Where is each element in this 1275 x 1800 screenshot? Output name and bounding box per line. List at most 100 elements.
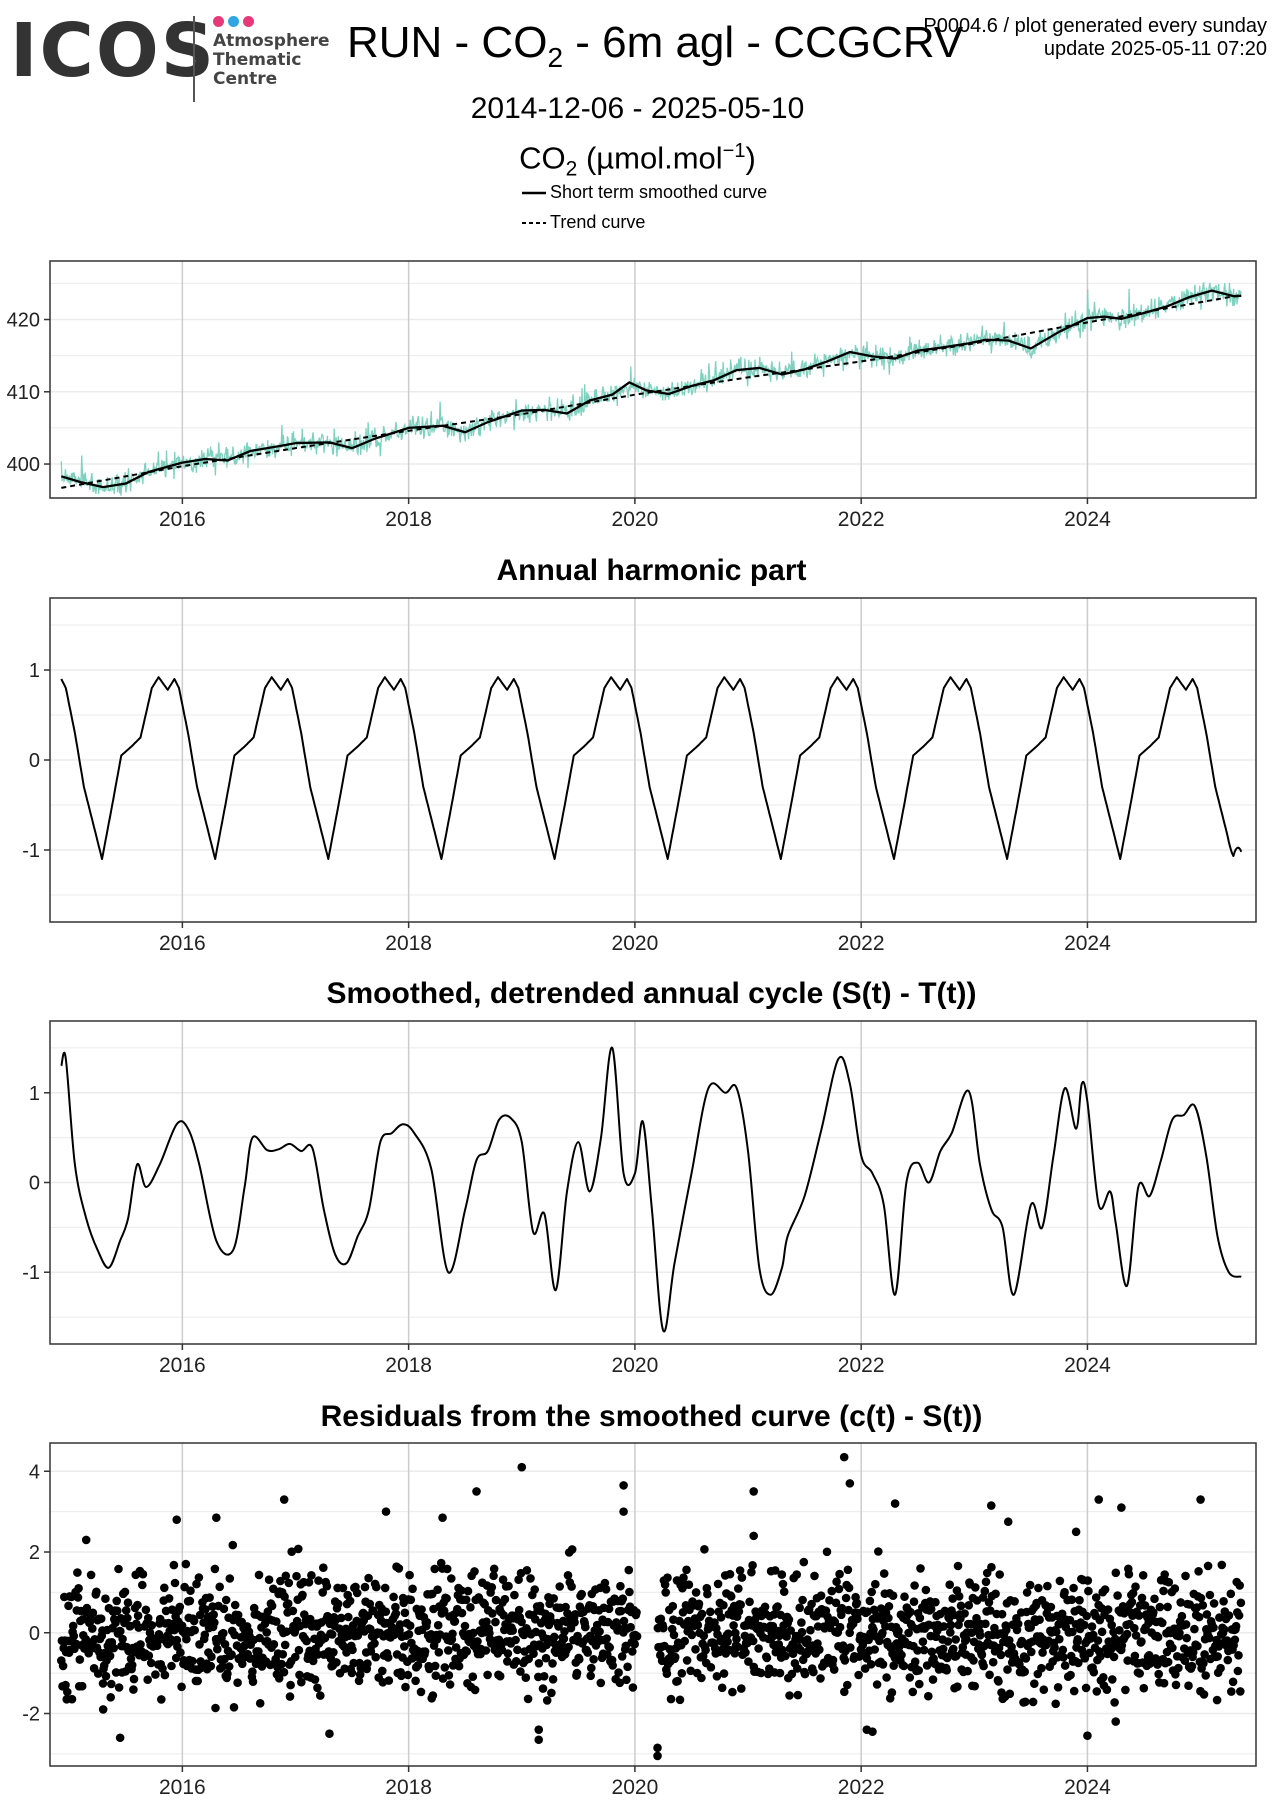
residual-point — [206, 1661, 216, 1671]
residual-point — [1219, 1597, 1228, 1606]
residual-point — [1089, 1667, 1099, 1677]
residual-point — [403, 1670, 413, 1680]
residual-point — [123, 1598, 133, 1607]
residual-point — [581, 1622, 590, 1632]
residual-point — [840, 1687, 849, 1697]
residual-point — [616, 1581, 625, 1591]
residual-point — [1108, 1675, 1117, 1684]
residual-point — [548, 1659, 557, 1668]
residual-point — [1231, 1621, 1241, 1631]
residual-point — [200, 1630, 210, 1640]
residual-point — [800, 1669, 810, 1679]
residual-point-outlier — [619, 1481, 628, 1490]
residual-point — [679, 1573, 688, 1582]
y-tick-label: -2 — [22, 1704, 40, 1726]
residual-point — [170, 1625, 179, 1635]
residual-point — [863, 1607, 872, 1616]
residual-point — [1234, 1611, 1244, 1620]
residual-point — [942, 1666, 951, 1675]
residual-point — [928, 1675, 938, 1684]
residual-point — [101, 1671, 111, 1681]
residual-point — [962, 1635, 971, 1644]
residual-point — [248, 1677, 258, 1686]
residual-point — [1080, 1620, 1089, 1630]
residual-point — [378, 1666, 387, 1676]
residual-point — [784, 1615, 794, 1624]
residual-point — [73, 1568, 82, 1577]
residual-point — [1084, 1586, 1093, 1596]
residual-point — [547, 1688, 556, 1698]
residual-point — [283, 1599, 293, 1608]
residual-point — [1219, 1625, 1229, 1634]
residual-point — [491, 1595, 501, 1605]
residual-point — [1196, 1593, 1206, 1603]
residual-point — [370, 1639, 379, 1648]
residual-point — [1124, 1569, 1134, 1579]
residual-point — [133, 1611, 143, 1620]
residual-point — [1097, 1627, 1107, 1637]
residual-point — [756, 1668, 766, 1678]
residual-point — [781, 1651, 790, 1661]
residual-point — [948, 1594, 957, 1603]
residual-point — [996, 1650, 1006, 1660]
residual-point — [448, 1629, 457, 1639]
residual-point — [169, 1560, 179, 1570]
residual-point — [461, 1595, 471, 1605]
residual-point-outlier — [517, 1462, 527, 1472]
residual-point-outlier — [472, 1487, 481, 1496]
residual-point — [953, 1561, 963, 1571]
residual-point — [466, 1603, 475, 1612]
residual-point — [1096, 1652, 1105, 1661]
residual-point — [1037, 1663, 1046, 1673]
residual-point — [190, 1625, 199, 1635]
residual-point — [834, 1584, 844, 1594]
residual-point — [1113, 1591, 1122, 1600]
residual-point — [732, 1634, 741, 1644]
residual-point — [77, 1681, 87, 1691]
residual-point — [504, 1581, 513, 1591]
residual-point — [723, 1629, 733, 1638]
residual-point — [295, 1670, 304, 1680]
residual-point — [526, 1574, 535, 1583]
y-tick-label: 4 — [29, 1461, 40, 1483]
residual-point — [1193, 1641, 1202, 1651]
residual-point — [939, 1622, 949, 1631]
residual-point — [440, 1663, 450, 1672]
residual-point — [1180, 1656, 1190, 1665]
residual-point — [747, 1567, 756, 1577]
residual-point — [304, 1578, 314, 1587]
residual-point — [451, 1643, 461, 1652]
residual-point — [360, 1582, 370, 1592]
residual-point — [777, 1570, 787, 1579]
residual-point — [782, 1632, 791, 1641]
residual-point — [970, 1681, 979, 1691]
logo-text-centre: Centre — [213, 69, 278, 89]
residual-point — [726, 1592, 736, 1601]
residual-point — [495, 1671, 505, 1681]
residual-point — [207, 1652, 216, 1661]
x-tick-label: 2022 — [838, 508, 885, 531]
residual-point — [1158, 1618, 1167, 1628]
residual-point — [336, 1613, 346, 1623]
residual-point — [1093, 1636, 1103, 1645]
residual-point — [828, 1655, 838, 1665]
residual-point — [284, 1578, 294, 1588]
residual-point — [991, 1589, 1000, 1599]
residual-point — [488, 1609, 497, 1618]
residual-point — [422, 1617, 432, 1627]
logo-dot-blue — [228, 16, 239, 27]
residual-point — [1043, 1581, 1052, 1591]
residual-point — [1122, 1629, 1132, 1639]
logo-text-thematic: Thematic — [213, 50, 302, 70]
residual-point — [728, 1687, 737, 1697]
x-tick-label: 2016 — [159, 1354, 206, 1377]
plot-code-text: P0004.6 / plot generated every sunday — [923, 15, 1267, 37]
residual-point — [779, 1587, 789, 1596]
residual-point — [884, 1613, 893, 1623]
residual-point-outlier — [1003, 1517, 1013, 1527]
legend-dashed-line-icon — [522, 222, 546, 224]
residual-point — [491, 1617, 500, 1627]
residual-point — [323, 1611, 332, 1621]
residual-point — [1028, 1697, 1038, 1707]
residual-point — [255, 1699, 265, 1708]
